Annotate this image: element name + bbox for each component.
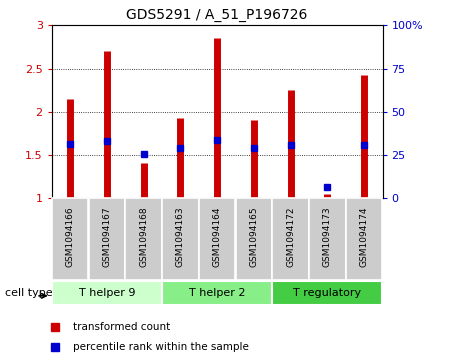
Text: percentile rank within the sample: percentile rank within the sample — [73, 342, 248, 352]
Text: transformed count: transformed count — [73, 322, 170, 332]
Title: GDS5291 / A_51_P196726: GDS5291 / A_51_P196726 — [126, 8, 308, 22]
Text: GSM1094172: GSM1094172 — [286, 207, 295, 267]
Bar — [272, 198, 309, 280]
Bar — [346, 198, 382, 280]
Text: GSM1094174: GSM1094174 — [360, 207, 369, 267]
Bar — [309, 198, 346, 280]
Bar — [89, 198, 125, 280]
Text: T helper 2: T helper 2 — [189, 287, 245, 298]
Bar — [162, 281, 272, 305]
Bar — [126, 198, 162, 280]
Bar — [162, 198, 198, 280]
Text: GSM1094166: GSM1094166 — [66, 207, 75, 268]
Text: T regulatory: T regulatory — [293, 287, 361, 298]
Bar — [52, 198, 88, 280]
Text: GSM1094165: GSM1094165 — [249, 207, 258, 268]
Text: cell type: cell type — [5, 288, 53, 298]
Text: GSM1094164: GSM1094164 — [212, 207, 221, 267]
Text: T helper 9: T helper 9 — [79, 287, 135, 298]
Text: GSM1094173: GSM1094173 — [323, 207, 332, 268]
Bar — [199, 198, 235, 280]
Text: GSM1094163: GSM1094163 — [176, 207, 185, 268]
Text: GSM1094168: GSM1094168 — [139, 207, 148, 268]
Bar — [272, 281, 382, 305]
Bar — [236, 198, 272, 280]
Text: GSM1094167: GSM1094167 — [103, 207, 112, 268]
Bar — [52, 281, 162, 305]
